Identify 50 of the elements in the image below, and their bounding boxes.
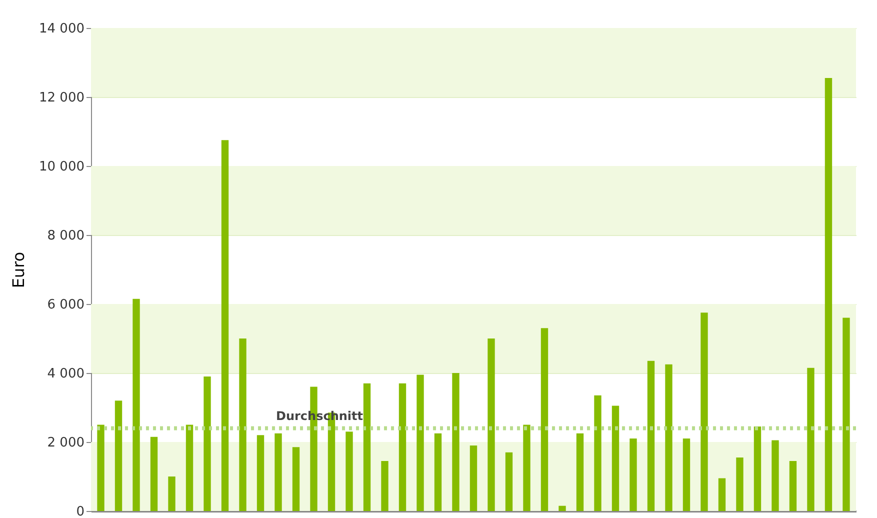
bar: [292, 447, 300, 511]
bar: [204, 376, 211, 511]
y-tick-label: 14 000: [39, 22, 84, 36]
bar: [772, 440, 779, 511]
bar: [186, 424, 194, 511]
bar: [523, 424, 530, 511]
bar: [754, 426, 762, 511]
bar: [540, 328, 548, 511]
bar: [594, 395, 602, 511]
bar: [239, 338, 246, 511]
bar: [452, 373, 460, 511]
bar: [256, 435, 264, 511]
bar: [168, 476, 176, 511]
bar: [736, 458, 744, 511]
bar: [97, 424, 104, 511]
bar: [824, 78, 832, 511]
y-axis-title: Euro: [9, 252, 28, 288]
bar: [416, 374, 424, 511]
bar: [150, 436, 158, 511]
y-tick-label: 4 000: [47, 366, 84, 382]
y-tick-label: 0: [76, 504, 84, 518]
bar: [558, 506, 566, 511]
bar: [842, 318, 850, 511]
bar: [700, 312, 708, 511]
bar: [488, 338, 495, 511]
bar: [630, 438, 637, 511]
bar: [665, 364, 672, 511]
bar: [221, 140, 229, 511]
bar: [682, 438, 690, 511]
bar: [398, 383, 406, 511]
bar: [132, 298, 140, 511]
y-tick-label: 2 000: [47, 436, 84, 450]
y-tick-label: 10 000: [39, 160, 84, 174]
bar: [114, 400, 122, 511]
bar: [612, 406, 620, 511]
bar: [789, 460, 797, 511]
bar: [647, 360, 655, 511]
bar: [505, 452, 513, 511]
bar: [363, 383, 371, 511]
bar: [274, 433, 282, 511]
y-tick-label: 6 000: [47, 298, 84, 312]
bar: [576, 433, 584, 511]
bar: [346, 432, 353, 511]
bar: [807, 368, 814, 511]
y-tick-label: 12 000: [39, 90, 84, 106]
bar: [718, 478, 726, 511]
bar: [434, 433, 442, 511]
bar: [470, 445, 478, 511]
bar: [381, 460, 388, 511]
y-tick-label: 8 000: [47, 228, 84, 244]
